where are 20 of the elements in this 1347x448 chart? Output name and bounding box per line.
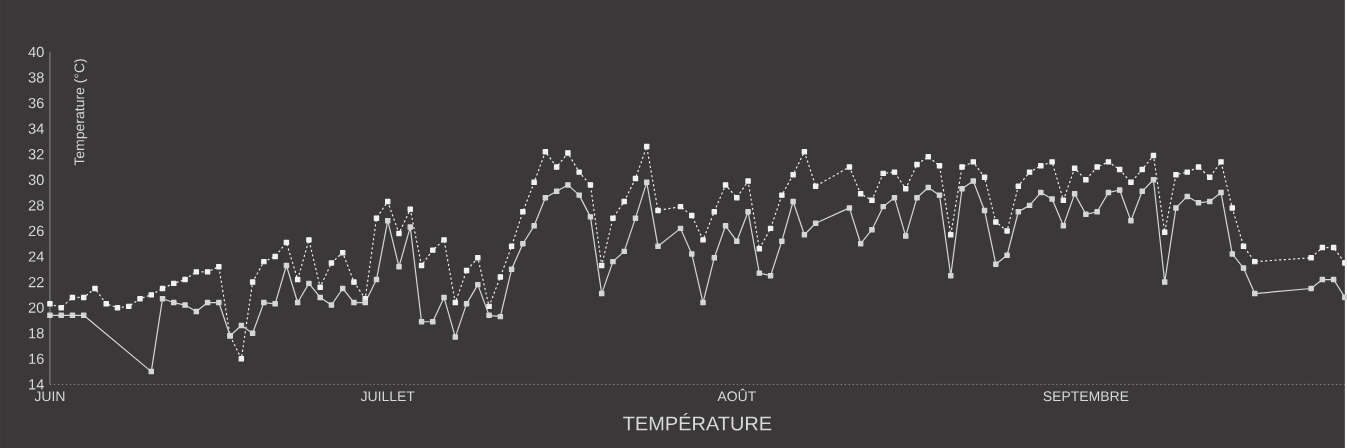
x-tick-label: JUILLET xyxy=(360,391,415,402)
y-tick-label: 38 xyxy=(28,72,44,83)
y-axis-title: Temperature (°C) xyxy=(74,59,88,166)
y-tick-label: 24 xyxy=(28,251,44,262)
y-tick-label: 36 xyxy=(28,97,44,109)
x-tick-label: AOÛT xyxy=(717,388,756,402)
y-tick-label: 28 xyxy=(28,200,44,211)
y-tick-label: 30 xyxy=(28,174,44,185)
y-tick-label: 26 xyxy=(28,225,44,236)
y-tick-label: 20 xyxy=(28,302,44,313)
y-tick-label: 34 xyxy=(28,123,44,134)
y-tick-label: 18 xyxy=(29,327,44,339)
text: TEMPÉRATURE xyxy=(623,412,772,431)
x-tick-label: JUIN xyxy=(34,391,65,402)
y-tick-label: 22 xyxy=(28,276,44,288)
y-tick-label: 16 xyxy=(29,353,44,364)
y-tick-label: 40 xyxy=(28,46,44,57)
x-tick-label: SEPTEMBRE xyxy=(1043,391,1129,402)
y-tick-label: 32 xyxy=(28,148,44,160)
y-tick-label: 14 xyxy=(29,379,44,390)
